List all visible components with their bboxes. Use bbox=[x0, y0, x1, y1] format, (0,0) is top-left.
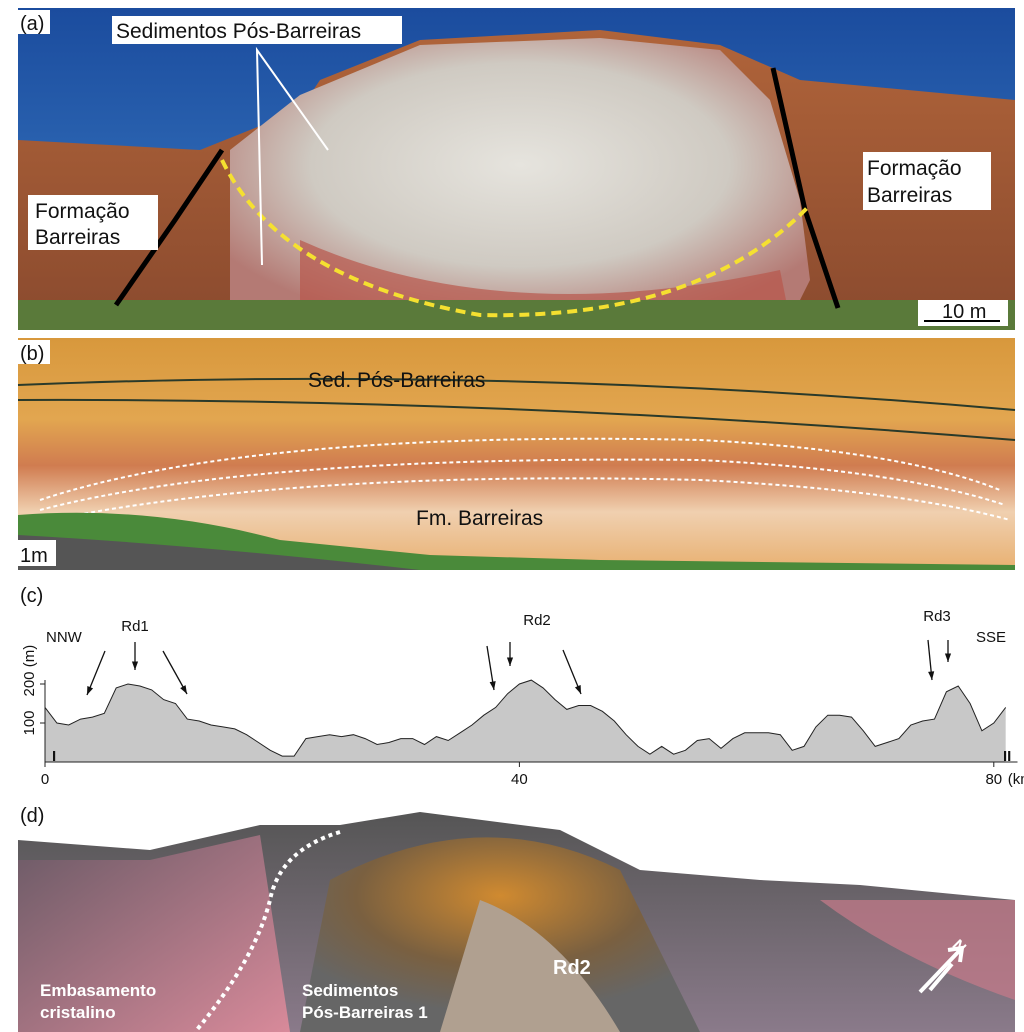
arrow-head bbox=[489, 681, 496, 690]
profile-area bbox=[45, 680, 1006, 762]
arrow-head bbox=[928, 671, 935, 680]
peak-label: Rd1 bbox=[121, 618, 149, 635]
annotation: II bbox=[1003, 748, 1011, 765]
annotation: Pós-Barreiras 1 bbox=[302, 1003, 428, 1022]
annotation: SSE bbox=[976, 629, 1006, 646]
x-tick-label: 0 bbox=[41, 771, 49, 788]
scale-bar-label: 10 m bbox=[942, 301, 986, 323]
annotation: Fm. Barreiras bbox=[416, 507, 543, 530]
y-axis-label: (m) bbox=[21, 645, 38, 668]
y-tick-label: 100 bbox=[21, 710, 38, 735]
arrow-head bbox=[944, 653, 952, 662]
annotation: Embasamento bbox=[40, 981, 156, 1000]
scale-bar-label: 1m bbox=[20, 545, 48, 567]
arrow-head bbox=[87, 686, 94, 695]
annotation: cristalino bbox=[40, 1003, 116, 1022]
arrow-head bbox=[131, 661, 139, 670]
arrow-head bbox=[180, 685, 187, 694]
annotation: Formação bbox=[867, 157, 962, 180]
photo-b bbox=[17, 338, 1016, 570]
arrow-head bbox=[574, 685, 581, 694]
panel-label: (b) bbox=[20, 343, 44, 365]
arrow-head bbox=[506, 657, 514, 666]
peak-label: Rd3 bbox=[923, 608, 951, 625]
annotation: Sedimentos bbox=[302, 981, 398, 1000]
annotation: Rd2 bbox=[553, 957, 591, 979]
x-axis-label: (km) bbox=[1008, 771, 1024, 788]
y-tick-label: 200 bbox=[21, 671, 38, 696]
panel-label: (d) bbox=[20, 805, 44, 827]
annotation: Sed. Pós-Barreiras bbox=[308, 369, 485, 392]
photo-a bbox=[18, 8, 1015, 330]
x-tick-label: 80 bbox=[985, 771, 1002, 788]
panel-label: (c) bbox=[20, 585, 43, 607]
annotation: Formação bbox=[35, 200, 130, 223]
annotation: NNW bbox=[46, 629, 83, 646]
peak-label: Rd2 bbox=[523, 612, 551, 629]
annotation: Barreiras bbox=[867, 184, 952, 207]
x-tick-label: 40 bbox=[511, 771, 528, 788]
annotation: Sedimentos Pós-Barreiras bbox=[116, 20, 361, 43]
panel-label: (a) bbox=[20, 13, 44, 35]
photo-d bbox=[18, 812, 1015, 1032]
profile-line bbox=[44, 679, 1007, 757]
annotation: I bbox=[52, 748, 56, 765]
annotation: Barreiras bbox=[35, 226, 120, 249]
